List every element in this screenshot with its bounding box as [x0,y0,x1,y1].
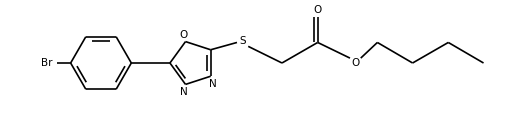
Text: N: N [180,87,188,97]
Text: N: N [209,79,217,89]
Text: O: O [179,30,188,40]
Text: O: O [314,5,322,15]
Text: Br: Br [41,58,53,68]
Text: O: O [351,58,359,68]
Text: S: S [239,36,246,46]
